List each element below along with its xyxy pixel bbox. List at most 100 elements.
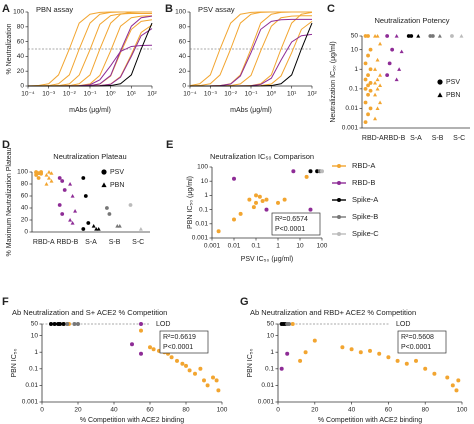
point (128, 203, 133, 207)
point (320, 169, 324, 174)
chart-title: Neutralization Potency (374, 16, 449, 25)
point (139, 351, 143, 356)
y-axis-label: PBN IC₅₀ (247, 348, 254, 377)
point (378, 73, 383, 77)
point (49, 171, 54, 175)
point (315, 169, 320, 174)
y-tick-label: 10 (267, 332, 275, 339)
point (198, 366, 203, 371)
point (257, 194, 262, 199)
y-tick-label: 0.01 (261, 382, 274, 389)
point (68, 182, 73, 186)
legend-marker (437, 92, 443, 98)
axes (31, 172, 150, 233)
point (276, 200, 280, 205)
point (117, 224, 122, 228)
point (57, 176, 62, 180)
point (290, 322, 295, 326)
x-tick-label: 0 (40, 407, 44, 414)
point (60, 212, 65, 216)
point (58, 322, 62, 326)
y-tick-label: 0.1 (199, 206, 208, 213)
legend-marker (437, 79, 443, 85)
point (375, 86, 380, 91)
y-tick-label: 60 (17, 38, 25, 45)
x-tick-label: RBD-B (384, 135, 406, 142)
panel-letter: B (165, 3, 173, 15)
y-tick-label: 80 (21, 181, 29, 188)
x-tick-label: 10⁰ (266, 91, 276, 98)
point (70, 221, 75, 225)
x-tick-label: 10⁻² (63, 91, 77, 98)
chart-title: Ab Neutralization and RBD+ ACE2 % Compet… (250, 308, 416, 317)
panel-letter: E (166, 139, 173, 151)
point (44, 182, 49, 186)
point (404, 361, 409, 366)
point (62, 188, 67, 192)
point (216, 229, 221, 234)
x-tick-label: 40 (110, 407, 118, 414)
legend-label: PSV (110, 169, 124, 176)
y-axis-label: % Maximum Neutralization Plateau (6, 147, 13, 256)
point (368, 47, 373, 52)
legend-label: Spike-B (352, 212, 378, 221)
point (169, 355, 174, 360)
point (375, 57, 380, 62)
x-tick-label: 0.01 (228, 243, 241, 250)
point (232, 217, 236, 222)
x-tick-label: S-C (453, 135, 465, 142)
panel-letter: D (2, 139, 10, 151)
point (216, 388, 221, 393)
point (304, 174, 309, 179)
y-tick-label: 0 (182, 83, 186, 90)
point (282, 197, 287, 202)
legend-label: Spike-C (352, 229, 379, 238)
point (409, 34, 414, 38)
chart-title: PBN assay (36, 5, 73, 14)
point (308, 207, 313, 212)
y-tick-label: 0.001 (258, 399, 275, 406)
x-tick-label: 100 (317, 243, 328, 250)
panel-letter: A (2, 3, 10, 15)
y-tick-label: 0.001 (192, 235, 209, 242)
point (423, 366, 428, 371)
y-tick-label: 0.1 (265, 366, 274, 373)
y-tick-label: 0.001 (22, 399, 39, 406)
point (416, 34, 421, 38)
point (175, 358, 179, 363)
lod-label: LOD (156, 321, 170, 328)
point (368, 67, 373, 72)
point (459, 34, 464, 38)
y-axis-label: Neutralization IC₅₀ (μg/ml) (330, 41, 337, 122)
x-tick-label: 10⁻¹ (245, 91, 259, 98)
chart-title: PSV assay (198, 5, 235, 14)
curve (28, 24, 153, 87)
y-tick-label: 80 (17, 24, 25, 31)
point (260, 199, 265, 204)
point (358, 350, 363, 355)
legend-label: PBN (446, 92, 460, 99)
legend-label: RBD-A (352, 161, 375, 170)
x-tick-label: 40 (348, 407, 356, 414)
point (130, 342, 134, 347)
point (437, 34, 442, 38)
y-axis-label: % Neutralization (6, 23, 13, 74)
point (251, 205, 256, 210)
annotation: P<0.0001 (163, 344, 193, 351)
point (349, 347, 354, 352)
point (368, 348, 372, 353)
y-tick-label: 1 (34, 349, 38, 356)
point (363, 61, 368, 66)
point (450, 383, 455, 388)
annotation: R²=0.5608 (401, 334, 434, 341)
x-tick-label: 10⁻³ (42, 91, 56, 98)
point (148, 345, 152, 350)
point (211, 375, 215, 380)
y-tick-label: 60 (21, 193, 29, 200)
x-tick-label: 10⁰ (106, 91, 116, 98)
x-tick-label: 10¹ (287, 91, 297, 98)
point (373, 80, 378, 85)
x-tick-label: 10⁻² (224, 91, 238, 98)
point (139, 328, 143, 333)
